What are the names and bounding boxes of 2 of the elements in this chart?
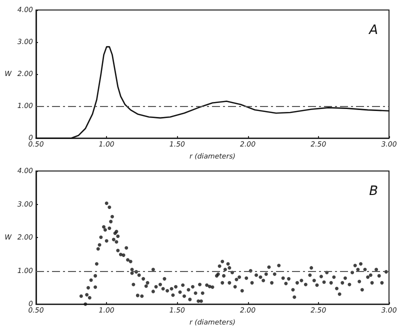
annotation: A (368, 23, 378, 38)
annotation: B (369, 184, 378, 199)
